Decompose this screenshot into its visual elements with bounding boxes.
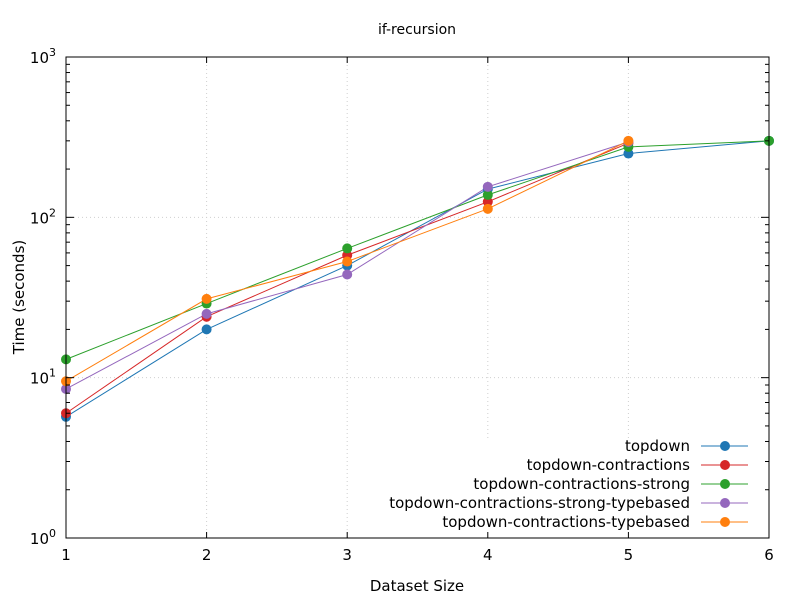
y-axis-label: Time (seconds) [10, 240, 28, 356]
legend-label: topdown-contractions-strong [473, 475, 690, 493]
data-point [342, 256, 353, 267]
data-point [482, 203, 493, 214]
legend-marker [720, 460, 730, 470]
data-point [342, 243, 353, 254]
x-tick-label: 3 [342, 546, 352, 564]
legend-marker [720, 498, 730, 508]
legend-label: topdown-contractions-strong-typebased [389, 494, 690, 512]
legend-marker [720, 479, 730, 489]
legend: topdowntopdown-contractionstopdown-contr… [389, 437, 748, 531]
y-tick-label: 101 [30, 367, 56, 388]
legend-label: topdown-contractions [527, 456, 691, 474]
data-point [482, 196, 493, 207]
x-tick-label: 2 [202, 546, 212, 564]
data-point [482, 189, 493, 200]
axis-ticks: 1 2 3 4 5 6 100 101 102 103 [30, 46, 774, 564]
data-point [201, 293, 212, 304]
data-point [623, 135, 634, 146]
series-line-1 [65, 140, 770, 418]
series-group [61, 135, 774, 422]
legend-label: topdown-contractions-typebased [442, 513, 690, 531]
plot-frame [65, 56, 770, 539]
legend-marker [720, 517, 730, 527]
data-point [201, 324, 212, 335]
x-tick-label: 4 [483, 546, 493, 564]
data-point [201, 308, 212, 319]
y-tick-label: 102 [30, 206, 56, 227]
data-point [482, 181, 493, 192]
legend-marker [720, 441, 730, 451]
y-tick-label: 103 [30, 46, 56, 67]
y-tick-label: 100 [30, 527, 56, 548]
x-tick-label: 5 [624, 546, 634, 564]
x-tick-label: 1 [61, 546, 71, 564]
legend-label: topdown [625, 437, 690, 455]
x-tick-label: 6 [764, 546, 774, 564]
data-point [342, 269, 353, 280]
chart-title: if-recursion [378, 22, 456, 38]
x-axis-label: Dataset Size [370, 577, 464, 595]
